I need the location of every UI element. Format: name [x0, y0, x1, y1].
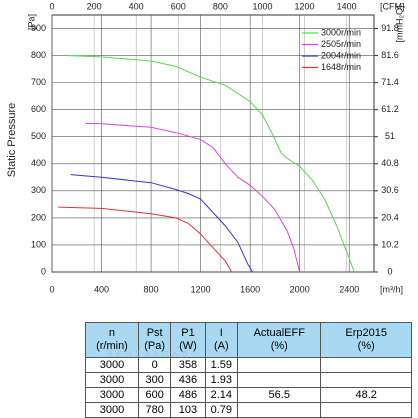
- x-tick-label: 2000: [290, 284, 310, 294]
- x2-tick-label: 600: [171, 1, 186, 11]
- x-tick-label: 1600: [240, 284, 260, 294]
- y-tick-label: 900: [31, 23, 46, 33]
- x-tick-label: 800: [144, 284, 159, 294]
- empty-cell: [237, 357, 322, 373]
- empty-cell: [237, 372, 322, 388]
- cell: 780: [137, 402, 172, 418]
- empty-cell: [237, 402, 322, 418]
- y2-tick-label: 40.8: [381, 158, 399, 168]
- y2-tick-label: 20.4: [381, 212, 399, 222]
- x2-tick-label: 0: [49, 1, 54, 11]
- x-unit: [m³/h]: [380, 284, 403, 294]
- y-tick-label: 200: [31, 212, 46, 222]
- legend-label: 1648r/min: [321, 62, 361, 72]
- y2-tick-label: 61.2: [381, 104, 399, 114]
- header-text: (Pa): [144, 340, 166, 352]
- x2-tick-label: 200: [87, 1, 102, 11]
- y-tick-label: 500: [31, 131, 46, 141]
- series-line: [68, 55, 355, 273]
- cell: 2.14: [204, 387, 239, 403]
- table: n (r/min) Pst (Pa) P1 (W) I (A) ActualEFF (%) Erp2…: [85, 322, 412, 418]
- x2-tick-label: 400: [129, 1, 144, 11]
- legend-label: 2004r/min: [321, 50, 361, 60]
- empty-cell: [320, 402, 412, 418]
- header-text: (%): [357, 340, 375, 352]
- header-text: (A): [213, 340, 229, 352]
- cell: 300: [137, 372, 172, 388]
- cell: 3000: [85, 387, 139, 403]
- x-tick-label: 2400: [339, 284, 359, 294]
- cell: 436: [170, 372, 206, 388]
- header-text: ActualEFF: [253, 327, 305, 339]
- cell: 56.5: [237, 387, 322, 403]
- y2-tick-label: 71.4: [381, 77, 399, 87]
- x2-tick-label: 800: [213, 1, 228, 11]
- y-tick-label: 100: [31, 239, 46, 249]
- y-tick-label: 300: [31, 185, 46, 195]
- cell: 0.79: [204, 402, 239, 418]
- y2-tick-label: 10.2: [381, 239, 399, 249]
- y-tick-label: 0: [41, 266, 46, 276]
- header-cell: I (A): [204, 322, 239, 358]
- x2-unit: [CFM]: [380, 1, 405, 11]
- x-tick-label: 0: [49, 284, 54, 294]
- series-line: [70, 174, 254, 273]
- series-line: [58, 206, 233, 273]
- data-table: n (r/min) Pst (Pa) P1 (W) I (A) ActualEFF (%) Erp2…: [85, 322, 412, 418]
- header-text: I: [219, 327, 223, 339]
- y-tick-label: 400: [31, 158, 46, 168]
- table-row: 3000 0 358 1.59: [85, 357, 412, 373]
- chart: Static Pressure [Pa] [mmH₂O] [m³/h] [CFM…: [6, 1, 405, 294]
- x2-tick-label: 1400: [337, 1, 357, 11]
- table-row: 3000 780 103 0.79: [85, 402, 412, 418]
- header-text: Pst: [146, 327, 163, 339]
- y-axis-label: Static Pressure: [6, 103, 18, 178]
- header-text: (%): [270, 340, 288, 352]
- empty-cell: [320, 372, 412, 388]
- header-text: (W): [179, 340, 197, 352]
- y2-tick-label: 91.8: [381, 23, 399, 33]
- header-cell: Erp2015 (%): [320, 322, 412, 358]
- header-cell: P1 (W): [170, 322, 206, 358]
- y2-tick-label: 0: [387, 266, 392, 276]
- cell: 103: [170, 402, 206, 418]
- header-text: Erp2015: [345, 327, 388, 339]
- cell: 600: [137, 387, 172, 403]
- y2-tick-label: 51: [385, 131, 395, 141]
- y-tick-label: 800: [31, 50, 46, 60]
- y-tick-label: 700: [31, 77, 46, 87]
- cell: 1.93: [204, 372, 239, 388]
- table-row: 3000 300 436 1.93: [85, 372, 412, 388]
- y-tick-label: 600: [31, 104, 46, 114]
- cell: 48.2: [320, 387, 412, 403]
- header-text: (r/min): [96, 340, 128, 352]
- cell: 358: [170, 357, 206, 373]
- y2-tick-label: 30.6: [381, 185, 399, 195]
- cell: 486: [170, 387, 206, 403]
- header-cell: ActualEFF (%): [237, 322, 322, 358]
- cell: 3000: [85, 357, 139, 373]
- cell: 1.59: [204, 357, 239, 373]
- header-text: P1: [181, 327, 195, 339]
- header-cell: Pst (Pa): [137, 322, 172, 358]
- empty-cell: [320, 357, 412, 373]
- legend-label: 3000r/min: [321, 27, 361, 37]
- cell: 0: [137, 357, 172, 373]
- series-line: [85, 122, 301, 273]
- header-cell: n (r/min): [85, 322, 139, 358]
- y2-tick-label: 81.6: [381, 50, 399, 60]
- y-unit: [Pa]: [26, 14, 36, 30]
- x-tick-label: 400: [94, 284, 109, 294]
- header-text: n: [108, 327, 116, 339]
- y2-unit: [mmH₂O]: [394, 6, 404, 43]
- cell: 3000: [85, 372, 139, 388]
- legend-label: 2505r/min: [321, 39, 361, 49]
- x2-tick-label: 1200: [295, 1, 315, 11]
- cell: 3000: [85, 402, 139, 418]
- x-tick-label: 1200: [191, 284, 211, 294]
- x2-tick-label: 1000: [252, 1, 272, 11]
- table-row: 3000 600 486 2.14 56.5 48.2: [85, 387, 412, 403]
